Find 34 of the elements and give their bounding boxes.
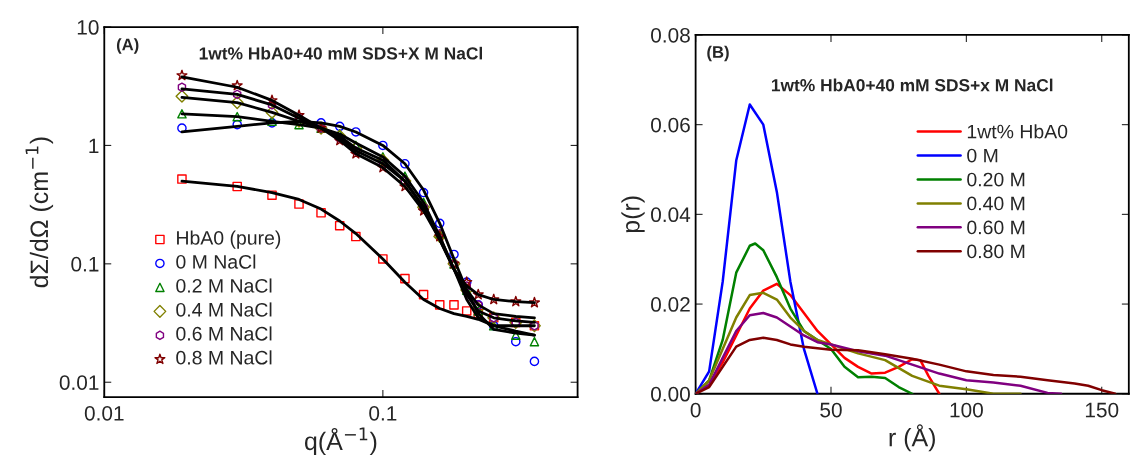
legend-label: 0.6 M NaCl bbox=[176, 326, 272, 341]
y-tick-label: 0.08 bbox=[651, 27, 690, 43]
legend-label: 0.2 M NaCl bbox=[176, 278, 272, 293]
y-tick-label: 0.1 bbox=[71, 256, 99, 272]
y-tick-label: 0.00 bbox=[651, 386, 690, 402]
y-tick-label: 10 bbox=[77, 20, 99, 35]
annotation: (B) bbox=[707, 45, 729, 62]
legend-label: HbA0 (pure) bbox=[177, 230, 281, 249]
y-axis-title: dΣ/dΩ (cm$^{−1}$) bbox=[25, 137, 54, 288]
y-tick-label: 0.04 bbox=[651, 207, 691, 223]
y-tick-label: 0.01 bbox=[59, 375, 99, 390]
legend-label: 0.20 M bbox=[967, 172, 1025, 187]
legend-label: 0.80 M bbox=[967, 244, 1025, 259]
text: 1wt% HbA0+40 mM SDS+x M NaCl bbox=[771, 78, 1053, 92]
legend-label: 0.40 M bbox=[967, 196, 1025, 211]
legend-label: 0.60 M bbox=[967, 220, 1025, 235]
legend-label: 0.4 M NaCl bbox=[176, 302, 272, 317]
x-axis-title: r (Å) bbox=[889, 424, 935, 452]
x-tick-label: 150 bbox=[1085, 402, 1119, 418]
x-tick-label: 0 bbox=[690, 402, 701, 418]
x-tick-label: 0.1 bbox=[369, 405, 397, 421]
text: 1wt% HbA0+40 mM SDS+X M NaCl bbox=[199, 46, 483, 60]
y-tick-label: 0.06 bbox=[651, 117, 690, 133]
legend-label: 0 M bbox=[967, 148, 998, 163]
x-tick-label: 50 bbox=[820, 402, 842, 418]
x-tick-label: 100 bbox=[950, 402, 983, 418]
legend-label: 0.8 M NaCl bbox=[176, 350, 272, 365]
annotation: (A) bbox=[116, 38, 139, 54]
y-tick-label: 1 bbox=[89, 138, 99, 153]
x-axis-title: q(Å$^{−1}$) bbox=[304, 427, 377, 456]
y-tick-label: 0.02 bbox=[651, 297, 690, 312]
y-axis-title: p(r) bbox=[621, 196, 645, 233]
legend-label: 0 M NaCl bbox=[176, 254, 256, 269]
legend-label: 1wt% HbA0 bbox=[967, 124, 1068, 139]
